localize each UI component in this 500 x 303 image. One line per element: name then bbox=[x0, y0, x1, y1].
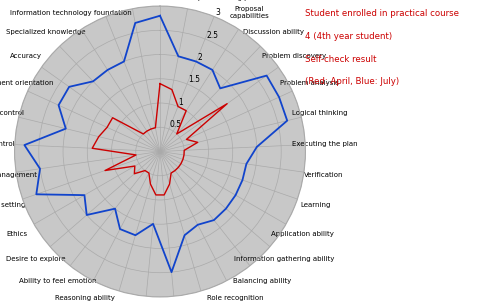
Text: Self-check result: Self-check result bbox=[305, 55, 376, 64]
Text: Student enrolled in practical course: Student enrolled in practical course bbox=[305, 9, 459, 18]
Text: 4 (4th year student): 4 (4th year student) bbox=[305, 32, 392, 41]
Text: (Red: April, Blue: July): (Red: April, Blue: July) bbox=[305, 77, 399, 86]
